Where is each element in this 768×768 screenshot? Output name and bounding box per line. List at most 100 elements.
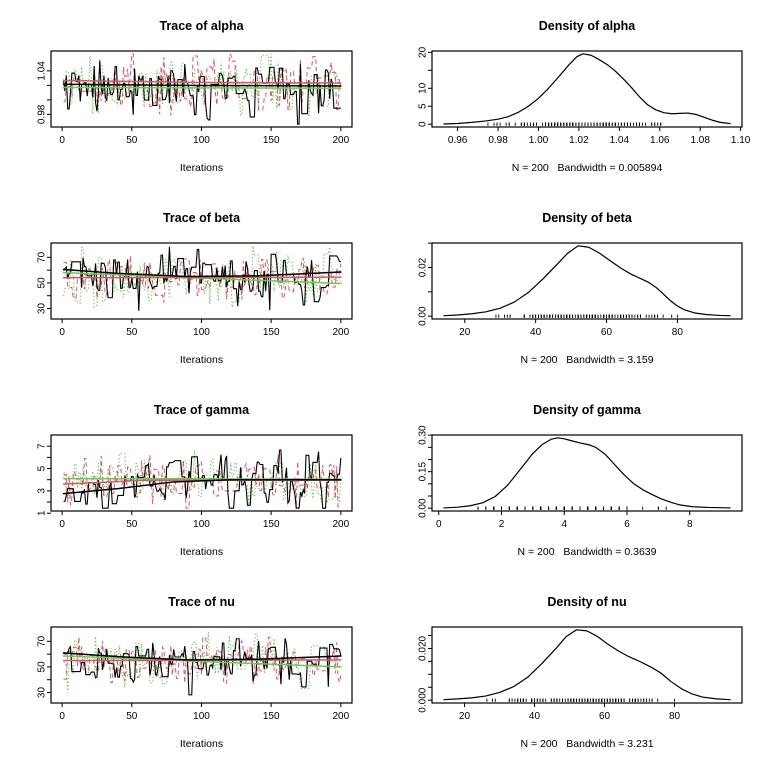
y-tick-label: 0.000 [418, 687, 429, 712]
panel-density-beta: Density of beta 20 40 60 80 0.00 0.02 N = 200 B… [384, 192, 768, 384]
density-curve [443, 629, 731, 701]
y-tick-label: 20 [418, 46, 429, 58]
x-tick-label: 100 [193, 711, 210, 722]
density-curve [443, 245, 731, 317]
density-alpha-title: Density of alpha [539, 19, 637, 33]
panel-density-alpha: Density of alpha 0.96 0.98 1.00 1.02 1.04 1.06… [384, 0, 768, 192]
smooth-line [62, 268, 342, 278]
y-tick-label: 50 [37, 277, 48, 289]
trace-gamma-plot: Trace of gamma 0 50 100 150 200 1 3 5 7 Iterations [37, 403, 353, 558]
chain-1-trace-line [63, 449, 342, 509]
x-tick-label: 0 [59, 135, 65, 146]
y-tick-label: 0 [418, 121, 429, 127]
y-tick-label: 5 [418, 103, 429, 109]
density-curve [443, 53, 731, 125]
panel-trace-beta: Trace of beta 0 50 100 150 200 30 50 70 Iteration… [0, 192, 384, 384]
x-tick-label: 1.04 [610, 135, 630, 146]
chain-2-trace-line [63, 636, 342, 685]
x-tick-label: 1.02 [569, 135, 589, 146]
x-tick-label: 8 [687, 519, 693, 530]
y-tick-label: 70 [37, 251, 48, 263]
y-tick-label: 0.00 [418, 498, 429, 518]
y-tick-label: 0.00 [418, 306, 429, 326]
plot-box [50, 50, 353, 128]
trace-beta-title: Trace of beta [163, 211, 241, 225]
x-tick-label: 0 [59, 519, 65, 530]
x-tick-label: 0 [436, 519, 442, 530]
rug-marks [486, 698, 675, 702]
panel-trace-gamma: Trace of gamma 0 50 100 150 200 1 3 5 7 Iterations [0, 384, 384, 576]
smooth-line [62, 86, 342, 90]
x-tick-label: 1.08 [690, 135, 710, 146]
x-tick-label: 40 [529, 711, 541, 722]
x-tick-label: 4 [561, 519, 567, 530]
panel-density-gamma: Density of gamma 0 2 4 6 8 0.00 0.15 0.30 N = 200… [384, 384, 768, 576]
trace-alpha-plot: Trace of alpha 0 50 100 150 200 0.98 1.04 Iterat… [37, 19, 353, 174]
density-beta-title: Density of beta [542, 211, 633, 225]
plot-box [50, 242, 353, 320]
smooth-line [62, 478, 342, 495]
x-tick-label: 100 [193, 327, 210, 338]
x-tick-label: 100 [193, 135, 210, 146]
chain-1-trace-line [62, 60, 341, 125]
x-tick-label: 80 [669, 711, 681, 722]
x-axis-label: Iterations [180, 354, 223, 366]
x-tick-label: 60 [601, 327, 613, 338]
y-tick-label: 30 [37, 687, 48, 699]
y-tick-label: 0.98 [37, 104, 48, 124]
panel-trace-nu: Trace of nu 0 50 100 150 200 30 50 70 Iterations [0, 576, 384, 768]
x-tick-label: 0.98 [488, 135, 508, 146]
y-tick-label: 1.04 [37, 61, 48, 81]
density-subtitle: N = 200 Bandwidth = 3.159 [520, 354, 653, 366]
x-axis-label: Iterations [180, 546, 223, 558]
plot-box [50, 626, 353, 704]
y-tick-label: 0.15 [418, 461, 429, 481]
x-tick-label: 2 [499, 519, 505, 530]
x-axis-label: Iterations [180, 162, 223, 174]
density-curve [443, 437, 731, 509]
x-tick-label: 20 [459, 711, 471, 722]
density-subtitle: N = 200 Bandwidth = 0.005894 [512, 162, 663, 174]
y-tick-label: 50 [37, 661, 48, 673]
rug-marks [477, 506, 667, 510]
x-tick-label: 1.10 [731, 135, 751, 146]
density-subtitle: N = 200 Bandwidth = 0.3639 [518, 546, 657, 558]
density-alpha-plot: Density of alpha 0.96 0.98 1.00 1.02 1.04 1.06… [418, 19, 751, 174]
x-tick-label: 6 [624, 519, 630, 530]
x-tick-label: 200 [333, 135, 350, 146]
density-gamma-plot: Density of gamma 0 2 4 6 8 0.00 0.15 0.30 N = 200… [418, 403, 743, 558]
density-beta-plot: Density of beta 20 40 60 80 0.00 0.02 N = 200 B… [418, 211, 743, 366]
y-tick-label: 30 [37, 303, 48, 315]
x-tick-label: 50 [126, 711, 138, 722]
x-tick-label: 50 [126, 327, 138, 338]
x-tick-label: 150 [263, 519, 280, 530]
x-tick-label: 100 [193, 519, 210, 530]
x-tick-label: 150 [263, 711, 280, 722]
x-tick-label: 0 [59, 327, 65, 338]
chain-2-trace-line [63, 255, 342, 303]
rug-marks [487, 122, 662, 126]
y-tick-label: 0.30 [418, 425, 429, 445]
x-tick-label: 80 [672, 327, 684, 338]
density-subtitle: N = 200 Bandwidth = 3.231 [520, 738, 653, 750]
x-tick-label: 1.00 [529, 135, 549, 146]
smooth-line [62, 276, 342, 279]
x-tick-label: 0 [59, 711, 65, 722]
trace-beta-plot: Trace of beta 0 50 100 150 200 30 50 70 Iteration… [37, 211, 353, 366]
y-tick-label: 1 [37, 510, 48, 516]
plot-box [431, 434, 743, 512]
x-tick-label: 150 [263, 327, 280, 338]
trace-nu-plot: Trace of nu 0 50 100 150 200 30 50 70 Iterations [37, 595, 353, 750]
smooth-line [62, 652, 342, 661]
y-tick-label: 7 [37, 443, 48, 449]
density-gamma-title: Density of gamma [533, 403, 642, 417]
x-tick-label: 0.96 [448, 135, 468, 146]
x-tick-label: 150 [263, 135, 280, 146]
x-tick-label: 200 [333, 327, 350, 338]
panel-trace-alpha: Trace of alpha 0 50 100 150 200 0.98 1.04 Iterat… [0, 0, 384, 192]
y-tick-label: 5 [37, 465, 48, 471]
x-tick-label: 50 [126, 135, 138, 146]
density-nu-plot: Density of nu 20 40 60 80 0.000 0.020 N = 200 B… [418, 595, 743, 750]
smooth-line [62, 79, 342, 84]
